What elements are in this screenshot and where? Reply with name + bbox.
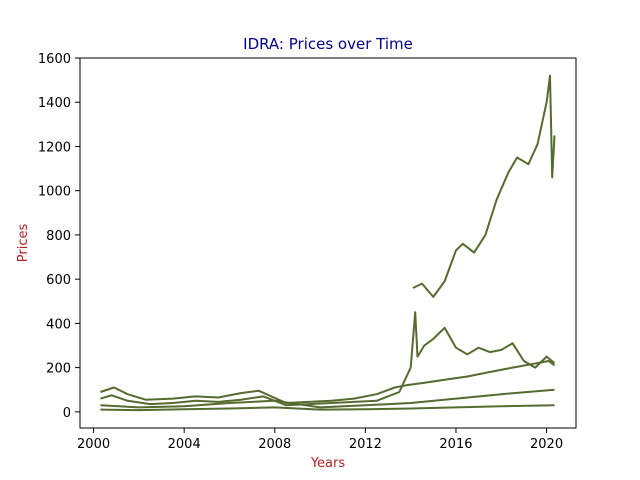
x-tick-label: 2004 [168,437,201,452]
y-tick-label: 1400 [38,96,71,111]
series-line-5 [100,404,555,412]
x-tick-label: 2020 [530,437,563,452]
y-tick-label: 400 [46,317,71,332]
x-tick-label: 2016 [439,437,472,452]
y-tick-label: 800 [46,229,71,244]
y-tick-label: 0 [63,406,71,421]
x-tick-label: 2000 [77,437,110,452]
series-line-3 [412,74,556,298]
y-tick-label: 1200 [38,140,71,155]
y-axis-label: Prices [16,224,31,263]
series-layer [100,74,556,412]
plot-frame [79,57,577,429]
y-tick-label: 1600 [38,52,71,67]
x-tick-label: 2008 [258,437,291,452]
x-tick-label: 2012 [349,437,382,452]
chart-title: IDRA: Prices over Time [243,35,413,53]
y-tick-label: 600 [46,273,71,288]
series-line-4 [100,388,555,409]
axes-layer: 2000 2004 2008 2012 2016 2020 0 200 400 600 800 100… [38,52,563,452]
y-tick-label: 200 [46,362,71,377]
series-line-2 [100,311,556,407]
y-tick-label: 1000 [38,185,71,200]
x-axis-label: Years [310,456,346,471]
series-line-1 [100,360,556,404]
